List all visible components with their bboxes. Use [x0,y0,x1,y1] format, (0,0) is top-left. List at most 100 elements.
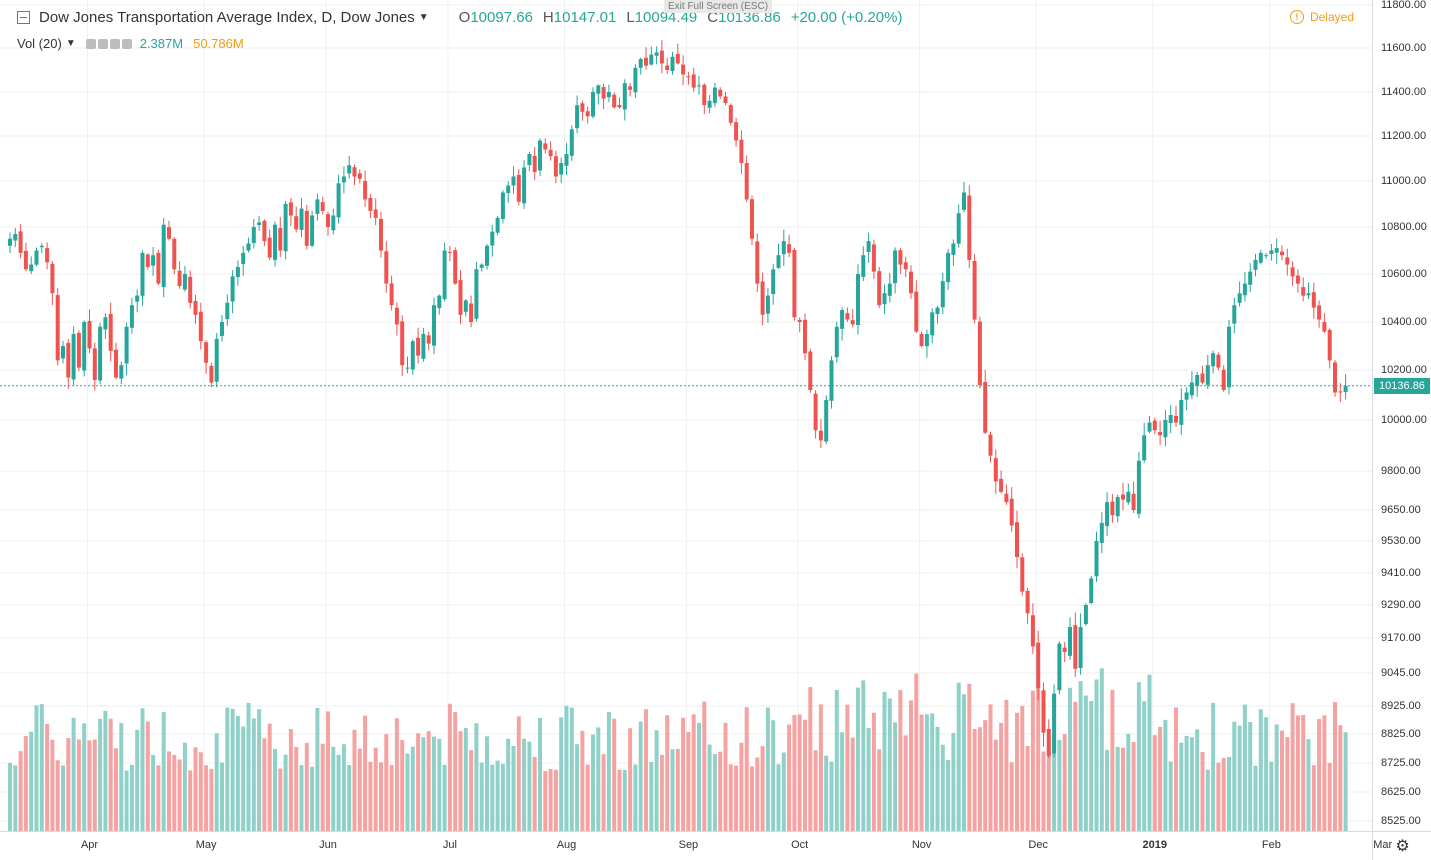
time-tick-label: Jun [319,839,337,851]
volume-bar [601,754,606,831]
chart-pane[interactable]: Dow Jones Transportation Average Index, … [0,0,1372,831]
volume-bar [363,715,368,831]
candle-body [659,50,664,64]
candle-body [728,105,733,123]
volume-bar [288,729,293,831]
candle-body [712,87,717,104]
low-value: 10094.49 [634,9,698,26]
gear-icon[interactable]: ⚙ [1372,831,1431,860]
candle-body [1009,498,1014,526]
volume-bar [416,733,421,831]
candle-body [214,338,219,382]
candle-body [1248,271,1253,285]
candlestick-chart[interactable] [0,0,1372,831]
volume-bar [1030,690,1035,831]
time-tick-label: Sep [678,839,699,851]
gear-icon[interactable] [97,38,108,49]
volume-bar [1094,679,1099,831]
price-tick-label: 10800.00 [1381,221,1427,233]
candle-body [924,334,929,347]
volume-bar [617,769,622,831]
volume-bar [1221,757,1226,831]
settings-icon[interactable] [109,38,120,49]
volume-bar [326,711,330,831]
candle-body [771,269,776,295]
symbol-title[interactable]: Dow Jones Transportation Average Index, … [39,9,415,26]
candle-body [1121,494,1125,500]
time-axis[interactable]: Apr May Jun Jul Aug Sep Oct Nov Dec 2019 Feb Mar [0,831,1392,860]
eye-icon[interactable] [85,38,96,49]
candle-body [23,250,28,270]
candle-body [336,183,341,218]
candle-body [299,208,304,230]
volume-bar [188,770,193,831]
candle-body [167,227,171,239]
volume-bar [1136,682,1141,831]
chevron-down-icon[interactable]: ▼ [65,38,76,49]
volume-bar [66,738,71,831]
candle-body [596,85,601,94]
candle-body [315,199,320,214]
candle-body [707,100,712,108]
volume-bar [209,768,214,831]
ohlc-values: O10097.66 H10147.01 L10094.49 C10136.86 … [459,9,903,26]
candle-body [1004,493,1009,503]
volume-bar [1306,739,1311,831]
candle-body [453,250,458,284]
volume-bar [1211,702,1216,831]
candle-body [363,181,368,200]
candle-body [935,307,940,314]
price-tick-label: 11600.00 [1381,42,1427,54]
volume-bar [1036,683,1041,831]
candle-body [156,252,161,284]
price-axis[interactable]: 11800.00 11600.00 11400.00 11200.00 11000.00… [1372,0,1431,831]
candle-body [1232,305,1237,324]
volume-bar [760,746,765,831]
candle-body [1078,627,1083,669]
candle-body [389,283,394,306]
candle-body [697,85,701,87]
candle-body [1242,283,1247,296]
price-tick-label: 8725.00 [1381,757,1421,769]
candle-body [29,264,34,272]
candle-body [1205,365,1210,385]
volume-bar [988,704,993,831]
volume-bar [1131,742,1136,831]
candle-body [262,220,267,242]
candle-body [638,59,643,68]
candle-body [972,260,977,320]
volume-bar [1179,742,1184,831]
volume-bar [659,754,664,831]
candle-body [1258,252,1263,263]
volume-bar [993,739,998,831]
chevron-down-icon[interactable]: ▼ [418,12,429,23]
collapse-square-icon[interactable] [17,11,30,24]
volume-bar [1216,762,1221,831]
volume-bar [628,728,633,831]
status-badge[interactable]: ! Delayed [1289,10,1354,24]
volume-bar [718,751,723,831]
candle-body [294,216,299,230]
volume-bar [681,717,686,831]
candle-body [930,312,935,336]
volume-bar [511,745,516,831]
candle-body [840,310,845,329]
volume-label[interactable]: Vol (20) [17,36,62,51]
volume-bar [1317,718,1322,831]
candle-body [474,269,479,319]
candle-body [447,251,452,253]
candle-body [368,197,373,211]
candle-body [479,264,484,268]
candle-body [1046,729,1051,756]
time-tick-label: Dec [1028,839,1048,851]
close-icon[interactable] [121,38,132,49]
price-tick-label: 9410.00 [1381,567,1421,579]
volume-bar [787,724,792,831]
volume-bar [373,747,378,831]
candle-body [1269,250,1274,255]
candle-body [331,215,336,231]
volume-bar [585,764,590,831]
symbol-row: Dow Jones Transportation Average Index, … [17,9,902,26]
volume-bar [45,723,50,831]
candle-body [1068,627,1072,656]
